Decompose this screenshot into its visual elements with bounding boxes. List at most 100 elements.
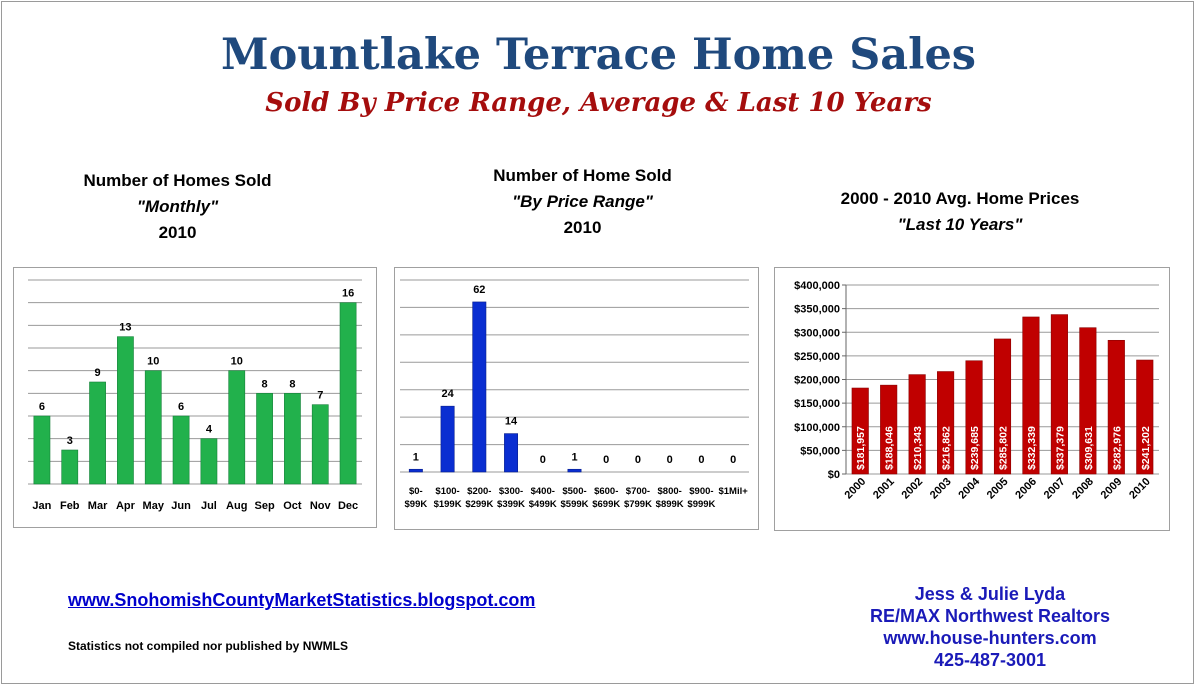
- x-tick-label: Apr: [116, 500, 136, 512]
- bar-price-range: [567, 468, 582, 473]
- x-tick-label: $0-: [409, 486, 423, 497]
- bar-Oct: [284, 393, 301, 485]
- data-label: 0: [635, 454, 641, 466]
- data-label: $337,379: [1054, 426, 1066, 470]
- data-label: 1: [413, 451, 419, 463]
- x-tick-label: Aug: [226, 500, 247, 512]
- y-tick-label: $400,000: [794, 280, 840, 292]
- bar-year-2009: [1107, 339, 1125, 475]
- x-tick-label: $500-: [562, 486, 586, 497]
- x-tick-label: Sep: [254, 500, 274, 512]
- y-tick-label: $0: [828, 469, 840, 481]
- bar-year-2005: [993, 338, 1012, 475]
- x-tick-label: Dec: [338, 500, 358, 512]
- data-label: 6: [39, 401, 45, 413]
- bar-May: [144, 370, 162, 485]
- avg-price-chart-title: 2000 - 2010 Avg. Home Prices "Last 10 Ye…: [800, 186, 1120, 238]
- data-label: 10: [231, 356, 243, 368]
- bar-price-range: [504, 433, 519, 473]
- price-range-title-line1: Number of Home Sold: [493, 166, 672, 185]
- data-label: 3: [67, 435, 73, 447]
- x-tick-label: $100-: [435, 486, 459, 497]
- contact-website: www.house-hunters.com: [883, 628, 1097, 648]
- bar-year-2006: [1022, 316, 1040, 475]
- data-label: 9: [95, 367, 101, 379]
- monthly-chart: 6 Jan 3 Feb 9 Mar 13 Apr 10 May 6 Jun 4 Jul 10 Aug 8 Sep 8…: [28, 279, 362, 512]
- monthly-title-line1: Number of Homes Sold: [83, 171, 272, 190]
- contact-phone: 425-487-3001: [933, 650, 1047, 670]
- x-tick-label: $300-: [499, 486, 523, 497]
- bar-Jul: [200, 438, 218, 485]
- bar-year-2004: [965, 360, 983, 475]
- x-tick-label: $1Mil+: [718, 486, 748, 497]
- data-label: 0: [667, 454, 673, 466]
- x-tick-label: $499K: [529, 499, 557, 510]
- bar-year-2003: [937, 371, 955, 475]
- data-label: 62: [473, 284, 485, 296]
- x-tick-label: 2008: [1070, 476, 1096, 502]
- x-tick-label: 2001: [871, 476, 897, 502]
- data-label: $332,339: [1026, 426, 1038, 470]
- x-tick-label: 2000: [843, 476, 869, 502]
- x-tick-label: Nov: [310, 500, 332, 512]
- bar-Mar: [89, 381, 106, 485]
- avg-price-title-line2: "Last 10 Years": [897, 215, 1023, 234]
- data-label: $309,631: [1083, 426, 1095, 470]
- x-tick-label: 2007: [1042, 476, 1068, 502]
- x-tick-label: Mar: [88, 500, 108, 512]
- bar-Jun: [172, 415, 190, 485]
- avg-price-chart-panel: $0 $50,000 $100,000 $150,000 $200,000 $250,00…: [774, 267, 1170, 531]
- x-tick-label: $400-: [531, 486, 555, 497]
- x-tick-label: $399K: [497, 499, 525, 510]
- bar-year-2000: [851, 387, 869, 475]
- page-title: Mountlake Terrace Home Sales: [220, 30, 977, 80]
- x-tick-label: 2009: [1099, 476, 1125, 502]
- bar-Sep: [256, 393, 273, 485]
- blog-link[interactable]: www.SnohomishCountyMarketStatistics.blog…: [68, 590, 536, 610]
- x-tick-label: $800-: [658, 486, 682, 497]
- x-tick-label: $199K: [434, 499, 462, 510]
- x-tick-label: $200-: [467, 486, 491, 497]
- price-range-title-line3: 2010: [563, 218, 602, 237]
- x-tick-label: $799K: [624, 499, 652, 510]
- page-subtitle: Sold By Price Range, Average & Last 10 Y…: [265, 88, 932, 118]
- monthly-title-line3: 2010: [158, 223, 197, 242]
- x-tick-label: 2003: [928, 476, 954, 502]
- data-label: $241,202: [1140, 426, 1152, 470]
- data-label: 7: [317, 390, 323, 402]
- bar-Aug: [228, 370, 246, 485]
- data-label: $181,957: [855, 426, 867, 470]
- data-label: $285,802: [998, 426, 1010, 470]
- bar-year-2010: [1136, 359, 1154, 475]
- avg-price-title-line1: 2000 - 2010 Avg. Home Prices: [840, 189, 1080, 208]
- contact-block: Jess & Julie Lyda RE/MAX Northwest Realt…: [840, 583, 1140, 671]
- data-label: 13: [119, 322, 131, 334]
- y-tick-label: $200,000: [794, 375, 840, 387]
- price-range-chart: 1 $0- $99K 24 $100- $199K 62 $200- $299K 14 $300- $…: [400, 279, 749, 510]
- data-label: $282,976: [1111, 426, 1123, 470]
- bar-Jan: [33, 415, 51, 485]
- contact-names: Jess & Julie Lyda: [914, 584, 1066, 604]
- x-tick-label: $699K: [592, 499, 620, 510]
- data-label: $188,046: [884, 426, 896, 470]
- bar-year-2001: [880, 384, 898, 475]
- bar-price-range: [408, 468, 423, 473]
- avg-price-chart: $0 $50,000 $100,000 $150,000 $200,000 $250,00…: [794, 280, 1159, 502]
- bar-year-2007: [1050, 314, 1068, 475]
- bar-year-2008: [1079, 327, 1097, 475]
- x-tick-label: $700-: [626, 486, 650, 497]
- y-tick-label: $100,000: [794, 422, 840, 434]
- bar-Apr: [117, 336, 134, 485]
- data-label: 8: [262, 378, 268, 390]
- x-tick-label: 2006: [1013, 476, 1039, 502]
- x-tick-label: $99K: [405, 499, 428, 510]
- x-tick-label: Feb: [60, 500, 80, 512]
- x-tick-label: $599K: [561, 499, 589, 510]
- x-tick-label: 2010: [1127, 476, 1153, 502]
- data-label: $216,862: [941, 426, 953, 470]
- y-tick-label: $250,000: [794, 351, 840, 363]
- x-tick-label: Jan: [32, 500, 51, 512]
- bar-year-2002: [908, 374, 926, 475]
- data-label: 0: [603, 454, 609, 466]
